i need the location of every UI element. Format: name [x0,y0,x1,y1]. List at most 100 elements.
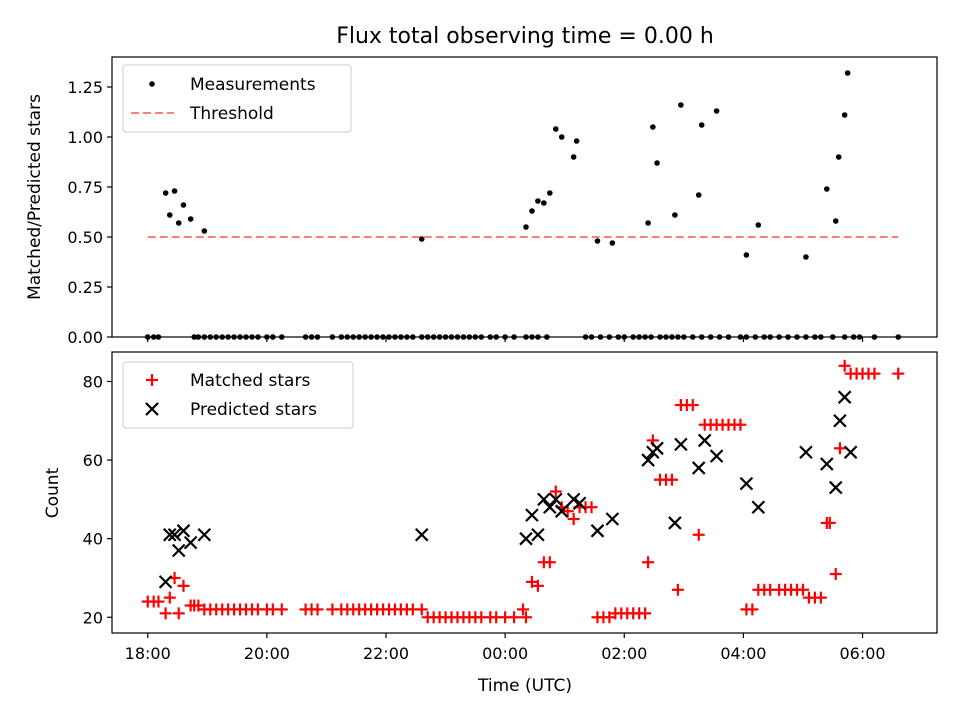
legend-marker-predicted [145,402,159,416]
count-axes-frame [111,351,938,634]
predicted-point [158,575,173,589]
measurement-point [541,200,547,206]
y-tick-label: 60 [83,451,103,470]
measurement-point [841,112,848,118]
legend-label-matched: Matched stars [190,371,310,391]
y-tick-label: 0.25 [67,278,103,297]
measurement-point [162,190,169,196]
measurement-point [166,212,173,218]
ratio-y-axis-label: Matched/Predicted stars [25,94,45,300]
measurement-point [570,154,577,160]
predicted-point [531,527,545,542]
predicted-point [837,390,852,404]
measurement-point [698,122,705,128]
matched-point [665,473,678,486]
measurement-point [654,160,660,166]
predicted-point [691,461,706,475]
predicted-point [163,527,177,542]
predicted-point [519,531,533,546]
matched-point [275,603,288,616]
count-x-ticks: 18:00 20:00 22:00 00:00 02:00 04:00 06:00 [125,633,886,663]
ratio-panel: Flux total observing time = 0.00 h 0.000… [25,24,938,347]
matched-point [311,603,324,616]
measurement-point [573,138,580,144]
measurement-point [678,102,684,108]
y-tick-label: 40 [83,530,103,549]
matched-point [508,611,521,624]
measurement-point [832,218,839,224]
predicted-point [554,504,569,518]
predicted-point [548,492,563,507]
matched-point [868,367,881,380]
legend-marker-measurements [149,81,155,87]
x-tick-label: 06:00 [839,644,885,663]
predicted-point [605,512,620,526]
legend-marker-matched [146,374,158,386]
measurement-point [713,108,720,114]
predicted-point [709,449,724,463]
measurement-point [650,124,656,130]
measurement-point [755,222,762,228]
count-x-axis-label: Time (UTC) [477,676,572,696]
predicted-point [525,508,539,522]
matched-point [796,583,809,596]
predicted-point [167,527,182,542]
measurement-point [418,236,425,242]
matched-point [833,442,846,455]
count-legend-box [122,361,354,429]
x-tick-label: 02:00 [601,644,647,663]
measurement-point [824,186,830,192]
matched-point [823,516,836,529]
measurement-point [523,224,529,230]
measurement-point [201,228,208,234]
chart-title: Flux total observing time = 0.00 h [336,24,714,49]
predicted-point [697,433,712,448]
predicted-point [820,457,834,471]
predicted-point [843,445,858,459]
matched-point [814,591,827,604]
matched-point [517,603,530,616]
predicted-point [176,524,191,538]
measurement-point [844,70,851,76]
predicted-point [171,543,186,558]
predicted-point [650,441,664,456]
predicted-point [641,453,655,467]
count-plot-area [141,359,905,624]
measurement-point [171,188,178,194]
matched-point [585,501,598,514]
matched-point [415,603,428,616]
matched-point [163,591,176,604]
measurement-point [547,190,553,196]
y-tick-label: 1.25 [67,78,103,97]
predicted-point [833,413,847,428]
x-tick-label: 00:00 [482,644,528,663]
matched-point [567,513,580,526]
ratio-legend-box [122,64,352,133]
count-y-axis-label: Count [43,467,63,518]
ratio-x-ticks [147,337,864,342]
predicted-point [537,492,551,507]
legend-label-measurements: Measurements [190,75,316,95]
matched-point [838,359,851,372]
measurement-point [552,126,559,132]
predicted-point [566,492,581,507]
predicted-point [668,516,682,530]
predicted-point [197,527,212,542]
y-tick-label: 0.75 [67,178,103,197]
legend-label-threshold: Threshold [189,104,274,124]
matched-point [746,603,759,616]
measurement-point [558,134,565,140]
matched-point [671,583,684,596]
y-tick-label: 0.50 [67,228,103,247]
predicted-point [674,437,688,452]
predicted-point [543,500,557,515]
legend-label-predicted: Predicted stars [190,400,317,420]
y-tick-label: 1.00 [67,128,103,147]
count-panel: 20 40 60 80 18:00 20:00 22:00 00:00 02:00 04:00 0… [43,351,938,696]
ratio-legend: Measurements Threshold [122,64,352,133]
measurement-point [529,208,535,214]
predicted-point [183,535,198,550]
matched-point [152,595,165,608]
matched-point [639,607,652,620]
